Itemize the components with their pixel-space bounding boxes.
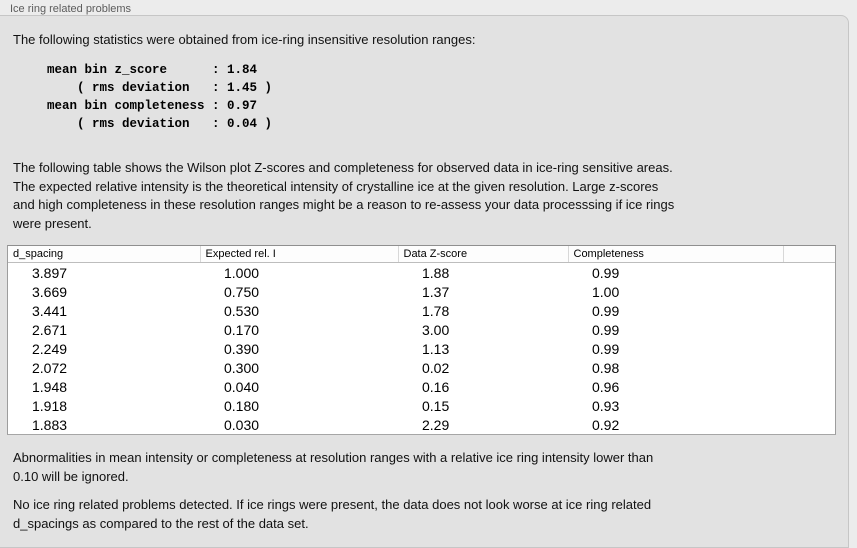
table-row[interactable]: 3.897 1.000 1.88 0.99 bbox=[8, 263, 835, 283]
table-cell[interactable]: 0.040 bbox=[224, 378, 260, 395]
table-cell-filler bbox=[783, 301, 835, 320]
table-cell[interactable]: 0.96 bbox=[592, 378, 620, 395]
table-cell[interactable]: 0.750 bbox=[224, 283, 260, 300]
table-cell[interactable]: 1.883 bbox=[32, 416, 68, 433]
table-cell[interactable]: 0.99 bbox=[592, 321, 620, 338]
table-cell-filler bbox=[783, 358, 835, 377]
table-cell[interactable]: 1.000 bbox=[224, 264, 260, 281]
table-cell[interactable]: 1.37 bbox=[422, 283, 450, 300]
table-cell[interactable]: 0.180 bbox=[224, 397, 260, 414]
ice-ring-table: d_spacing Expected rel. I Data Z-score Comp… bbox=[8, 246, 835, 434]
table-cell[interactable]: 0.170 bbox=[224, 321, 260, 338]
table-cell[interactable]: 2.671 bbox=[32, 321, 68, 338]
table-row[interactable]: 2.671 0.170 3.00 0.99 bbox=[8, 320, 835, 339]
table-cell[interactable]: 2.29 bbox=[422, 416, 450, 433]
table-row[interactable]: 3.441 0.530 1.78 0.99 bbox=[8, 301, 835, 320]
table-cell-filler bbox=[783, 396, 835, 415]
table-description-text: The following table shows the Wilson plo… bbox=[13, 160, 675, 231]
table-cell[interactable]: 2.072 bbox=[32, 359, 68, 376]
table-cell[interactable]: 3.00 bbox=[422, 321, 450, 338]
table-cell[interactable]: 3.441 bbox=[32, 302, 68, 319]
table-cell[interactable]: 0.390 bbox=[224, 340, 260, 357]
table-cell[interactable]: 1.88 bbox=[422, 264, 450, 281]
ignore-threshold-note: Abnormalities in mean intensity or compl… bbox=[13, 450, 654, 484]
column-header[interactable]: Completeness bbox=[568, 246, 784, 263]
table-cell[interactable]: 0.030 bbox=[224, 416, 260, 433]
table-cell[interactable]: 1.918 bbox=[32, 397, 68, 414]
table-cell[interactable]: 0.02 bbox=[422, 359, 450, 376]
table-row[interactable]: 2.249 0.390 1.13 0.99 bbox=[8, 339, 835, 358]
table-cell[interactable]: 1.00 bbox=[592, 283, 620, 300]
table-cell[interactable]: 0.300 bbox=[224, 359, 260, 376]
table-cell[interactable]: 0.99 bbox=[592, 302, 620, 319]
table-row[interactable]: 2.072 0.300 0.02 0.98 bbox=[8, 358, 835, 377]
table-body: 3.897 1.000 1.88 0.99 3.669 0.750 1.37 1.00 3.44… bbox=[8, 263, 835, 435]
ice-ring-table-box: d_spacing Expected rel. I Data Z-score Comp… bbox=[7, 245, 836, 435]
stats-intro-text: The following statistics were obtained f… bbox=[13, 32, 476, 47]
table-cell[interactable]: 0.98 bbox=[592, 359, 620, 376]
conclusion-text: No ice ring related problems detected. I… bbox=[13, 497, 652, 531]
table-cell-filler bbox=[783, 263, 835, 283]
table-cell[interactable]: 2.249 bbox=[32, 340, 68, 357]
table-cell-filler bbox=[783, 415, 835, 434]
table-cell[interactable]: 0.92 bbox=[592, 416, 620, 433]
table-cell[interactable]: 3.897 bbox=[32, 264, 68, 281]
table-cell[interactable]: 0.93 bbox=[592, 397, 620, 414]
column-header[interactable]: Expected rel. I bbox=[200, 246, 399, 263]
table-cell[interactable]: 1.78 bbox=[422, 302, 450, 319]
table-cell[interactable]: 3.669 bbox=[32, 283, 68, 300]
ice-ring-panel: The following statistics were obtained f… bbox=[0, 15, 849, 548]
table-cell[interactable]: 0.15 bbox=[422, 397, 450, 414]
table-row[interactable]: 3.669 0.750 1.37 1.00 bbox=[8, 282, 835, 301]
table-row[interactable]: 1.948 0.040 0.16 0.96 bbox=[8, 377, 835, 396]
table-cell-filler bbox=[783, 282, 835, 301]
table-cell[interactable]: 0.530 bbox=[224, 302, 260, 319]
table-cell-filler bbox=[783, 339, 835, 358]
table-cell[interactable]: 0.16 bbox=[422, 378, 450, 395]
table-row[interactable]: 1.883 0.030 2.29 0.92 bbox=[8, 415, 835, 434]
column-header[interactable]: d_spacing bbox=[8, 246, 201, 263]
table-cell[interactable]: 1.13 bbox=[422, 340, 450, 357]
table-cell[interactable]: 0.99 bbox=[592, 340, 620, 357]
table-cell[interactable]: 1.948 bbox=[32, 378, 68, 395]
column-header-filler bbox=[783, 246, 835, 263]
stats-summary-block: mean bin z_score : 1.84 ( rms deviation … bbox=[47, 63, 273, 131]
column-header[interactable]: Data Z-score bbox=[398, 246, 569, 263]
table-cell[interactable]: 0.99 bbox=[592, 264, 620, 281]
table-cell-filler bbox=[783, 377, 835, 396]
table-row[interactable]: 1.918 0.180 0.15 0.93 bbox=[8, 396, 835, 415]
section-title: Ice ring related problems bbox=[10, 3, 132, 15]
table-header-row: d_spacing Expected rel. I Data Z-score Comp… bbox=[8, 246, 835, 263]
table-cell-filler bbox=[783, 320, 835, 339]
